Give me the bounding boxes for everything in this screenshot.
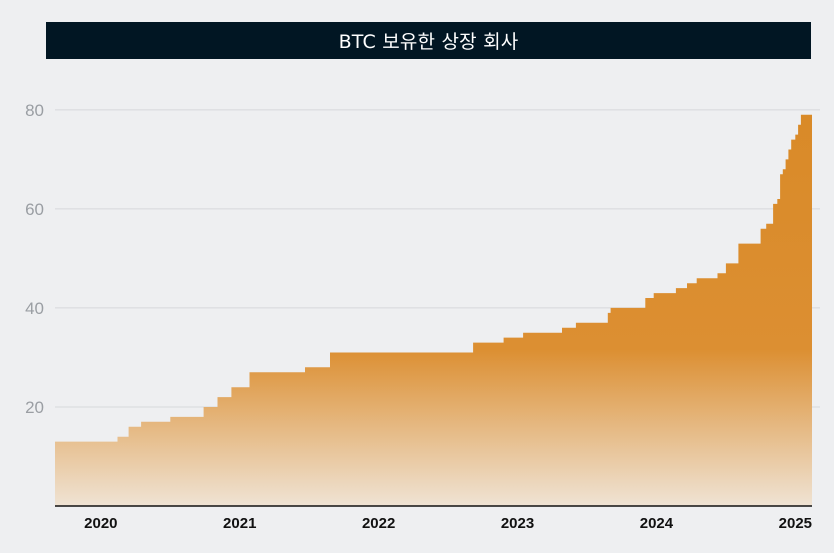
y-tick-label: 40	[25, 299, 44, 318]
x-tick-label: 2021	[223, 515, 256, 532]
x-tick-label: 2023	[501, 515, 534, 532]
y-tick-label: 60	[25, 200, 44, 219]
chart-title: BTC 보유한 상장 회사	[46, 22, 811, 59]
x-tick-label: 2025	[779, 515, 812, 532]
series-area	[55, 114, 812, 507]
x-tick-label: 2022	[362, 515, 395, 532]
x-tick-label: 2024	[640, 515, 674, 532]
x-tick-label: 2020	[84, 515, 117, 532]
y-tick-label: 80	[25, 101, 44, 120]
y-tick-label: 20	[25, 398, 44, 417]
x-axis-ticks: 2020 2021 2022 2023 2024 2025	[84, 515, 812, 532]
y-axis-ticks: 20 40 60 80	[25, 101, 44, 417]
